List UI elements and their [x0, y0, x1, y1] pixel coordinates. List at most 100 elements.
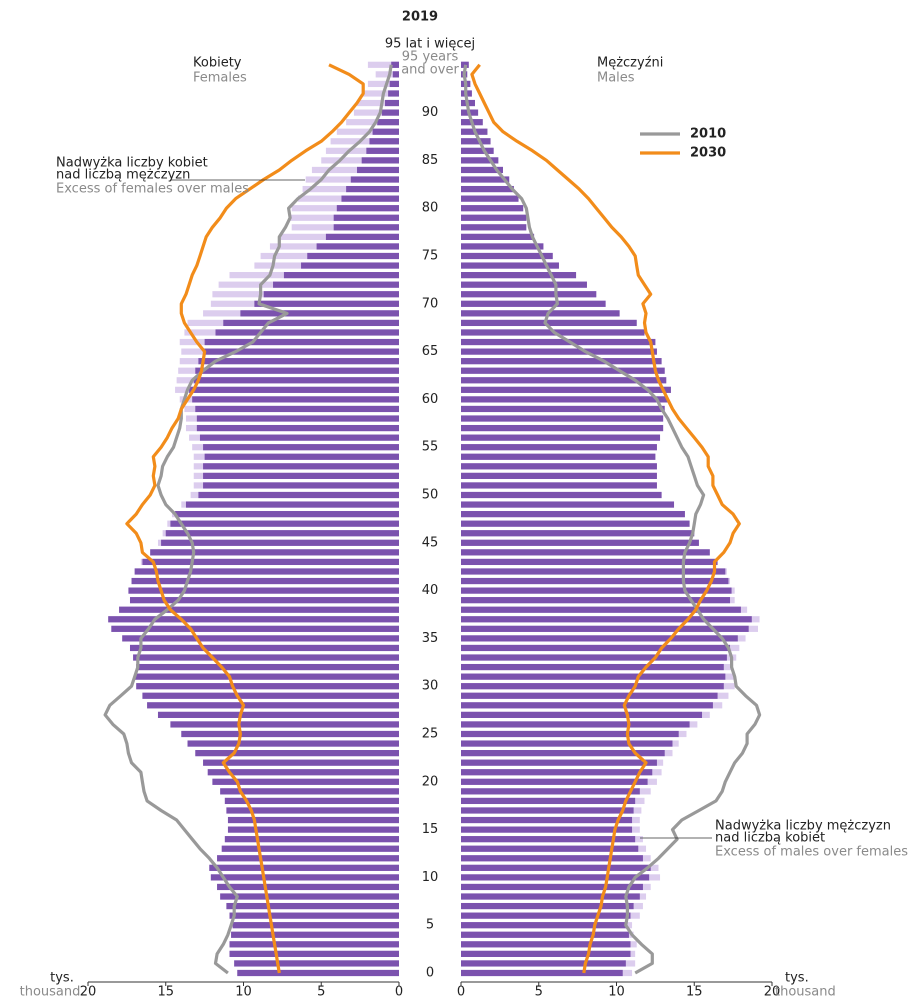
x-tick-label: 15 — [686, 985, 703, 998]
bar — [220, 788, 399, 795]
bar — [461, 501, 675, 508]
age-label: 75 — [422, 249, 439, 264]
x-tick-label: 20 — [80, 985, 97, 998]
bar — [193, 377, 399, 384]
bar — [203, 482, 399, 489]
bar — [461, 807, 634, 814]
bar — [461, 520, 690, 527]
males-label: Mężczyźni — [597, 56, 663, 71]
bar — [203, 444, 399, 451]
bar — [203, 759, 399, 766]
bar — [366, 147, 399, 154]
bar — [209, 864, 399, 871]
bar — [461, 319, 637, 327]
age-label: 50 — [422, 488, 439, 503]
bar — [461, 367, 665, 374]
bar — [461, 816, 633, 824]
bar — [229, 912, 399, 919]
bar — [231, 931, 399, 938]
bar-excess — [367, 61, 399, 68]
bar — [224, 836, 399, 843]
age-label: 10 — [422, 870, 439, 885]
bar — [196, 415, 399, 422]
bar — [461, 310, 620, 317]
age-label: 95 lat i więcej — [385, 36, 475, 51]
bar — [461, 845, 639, 852]
bar — [461, 434, 661, 441]
bar — [461, 415, 664, 422]
bar — [350, 176, 399, 183]
bar — [461, 195, 519, 202]
chart-title: 2019 — [402, 10, 438, 25]
bar — [461, 702, 713, 709]
bar — [461, 855, 643, 862]
bar — [461, 759, 657, 766]
bar — [199, 434, 399, 441]
bar — [461, 635, 738, 642]
bar — [385, 99, 399, 107]
x-unit-en: thousand — [775, 985, 836, 998]
bar — [254, 300, 399, 307]
x-tick-label: 0 — [395, 985, 403, 998]
bar — [372, 128, 399, 135]
bar — [333, 214, 399, 221]
age-label: 0 — [426, 966, 434, 981]
bar — [461, 740, 673, 747]
bar — [175, 511, 399, 518]
bar — [142, 692, 400, 699]
bar — [461, 769, 653, 776]
bar — [217, 883, 399, 891]
age-label: 90 — [422, 105, 439, 120]
bar — [237, 969, 399, 977]
bar — [461, 166, 503, 174]
bar-excess — [357, 99, 399, 107]
bar — [170, 520, 399, 527]
line-males — [462, 64, 762, 975]
bar — [461, 969, 623, 977]
bar — [207, 769, 399, 776]
x-tick-label: 10 — [608, 985, 625, 998]
bar — [461, 683, 724, 690]
bar-excess — [321, 157, 399, 164]
age-label: 85 — [422, 153, 439, 168]
bar — [461, 444, 657, 451]
bar — [461, 463, 657, 470]
bar — [128, 587, 399, 594]
bar — [461, 711, 703, 718]
bar — [461, 826, 633, 833]
age-label: 70 — [422, 296, 439, 311]
age-label: 5 — [426, 918, 434, 933]
bar — [381, 109, 399, 116]
bar — [461, 663, 724, 671]
bar — [203, 472, 399, 479]
bar — [461, 558, 718, 566]
bar — [461, 262, 559, 269]
x-tick-label: 10 — [235, 985, 252, 998]
bar — [461, 472, 657, 479]
bar — [357, 166, 399, 174]
bar — [229, 941, 399, 948]
bar — [133, 654, 399, 661]
bar — [187, 740, 399, 747]
bar — [461, 577, 729, 585]
bar — [461, 281, 587, 288]
bar — [461, 874, 650, 881]
bar — [316, 243, 399, 250]
x-tick-label: 5 — [535, 985, 543, 998]
bar — [227, 826, 399, 833]
bar — [461, 902, 634, 910]
bar — [234, 960, 399, 967]
age-label-en: 95 years — [402, 49, 459, 64]
bar — [461, 272, 577, 279]
bar — [461, 730, 679, 738]
bar — [461, 243, 544, 250]
bar — [369, 138, 399, 145]
bar — [134, 568, 399, 575]
bar — [461, 252, 553, 260]
annotation-text: Nadwyżka liczby kobiet — [56, 156, 208, 171]
line-females — [103, 64, 393, 975]
annotation-text-en: Excess of males over females — [715, 845, 908, 860]
bar — [195, 405, 399, 413]
bar — [273, 281, 399, 288]
